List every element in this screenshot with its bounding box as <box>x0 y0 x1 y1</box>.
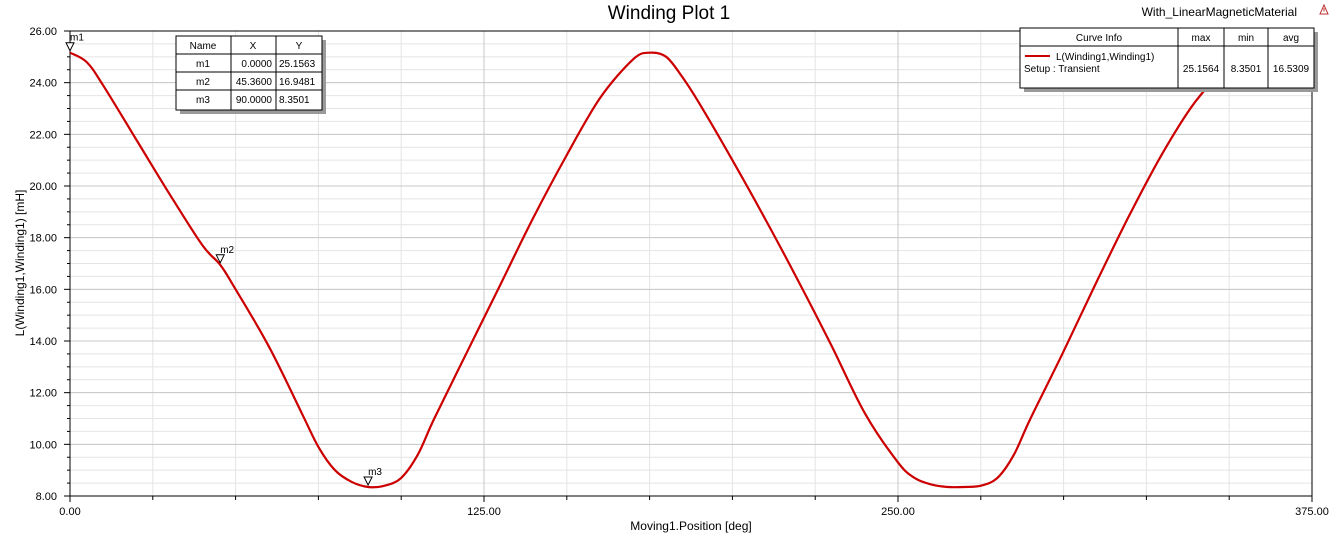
warning-triangle-icon[interactable] <box>1319 3 1329 15</box>
curve-info-header-max: max <box>1192 33 1211 44</box>
marker-table-cell: 45.3600 <box>236 77 273 88</box>
x-tick-label: 0.00 <box>59 506 80 518</box>
curve-info-avg: 16.5309 <box>1273 64 1310 75</box>
marker-triangle-m1[interactable] <box>65 42 75 52</box>
series-line-l-winding1[interactable] <box>70 51 1263 489</box>
marker-table-cell: 16.9481 <box>279 77 316 88</box>
y-axis-label: L(Winding1,Winding1) [mH] <box>13 190 27 337</box>
y-axis-ticks: 8.00 10.00 12.00 14.00 16.00 18.00 20.00 22.00 2… <box>29 26 70 503</box>
marker-table-cell: 25.1563 <box>279 59 316 70</box>
curve-info-max: 25.1564 <box>1183 64 1220 75</box>
marker-table-cell: 8.3501 <box>279 95 310 106</box>
x-tick-label: 375.00 <box>1295 506 1329 518</box>
x-tick-label: 250.00 <box>881 506 915 518</box>
marker-table-cell: m1 <box>196 59 210 70</box>
legend-entry-curve: L(Winding1,Winding1) <box>1056 52 1154 63</box>
marker-table-cell: m3 <box>196 95 210 106</box>
chart-title: Winding Plot 1 <box>608 3 731 24</box>
marker-table-header-x: X <box>250 41 257 52</box>
marker-table-cell: 90.0000 <box>236 95 273 106</box>
curve-info-legend[interactable]: Curve Info max min avg L(Winding1,Windin… <box>1019 27 1318 92</box>
y-tick-label: 26.00 <box>29 26 57 38</box>
y-tick-label: 24.00 <box>29 78 57 90</box>
marker-table-header-name: Name <box>190 41 217 52</box>
x-axis-label: Moving1.Position [deg] <box>630 519 751 533</box>
marker-table-cell: m2 <box>196 77 210 88</box>
curve-info-header: Curve Info <box>1076 33 1123 44</box>
marker-triangle-m2[interactable] <box>215 254 226 264</box>
curve-info-header-avg: avg <box>1283 33 1299 44</box>
y-tick-label: 22.00 <box>29 129 57 141</box>
curve-info-header-min: min <box>1238 33 1254 44</box>
y-tick-label: 20.00 <box>29 181 57 193</box>
y-tick-label: 14.00 <box>29 336 57 348</box>
marker-table-header-y: Y <box>296 41 303 52</box>
y-tick-label: 16.00 <box>29 284 57 296</box>
marker-triangle-m3[interactable] <box>363 476 373 487</box>
y-tick-label: 18.00 <box>29 233 57 245</box>
curve-info-min: 8.3501 <box>1231 64 1262 75</box>
x-axis-ticks: 0.00 125.00 250.00 375.00 <box>59 496 1329 518</box>
marker-label-m1: m1 <box>70 33 84 44</box>
curve-markers: m1 m2 m3 <box>65 33 382 487</box>
y-tick-label: 8.00 <box>36 491 57 503</box>
y-tick-label: 12.00 <box>29 388 57 400</box>
marker-table-cell: 0.0000 <box>241 59 272 70</box>
y-tick-label: 10.00 <box>29 439 57 451</box>
design-name: With_LinearMagneticMaterial <box>1142 5 1297 19</box>
marker-label-m3: m3 <box>368 467 382 478</box>
marker-label-m2: m2 <box>220 245 234 256</box>
legend-entry-setup: Setup : Transient <box>1024 64 1100 75</box>
x-tick-label: 125.00 <box>467 506 501 518</box>
marker-table[interactable]: Name X Y m1 0.0000 25.1563 m2 45.3600 16… <box>175 35 326 114</box>
